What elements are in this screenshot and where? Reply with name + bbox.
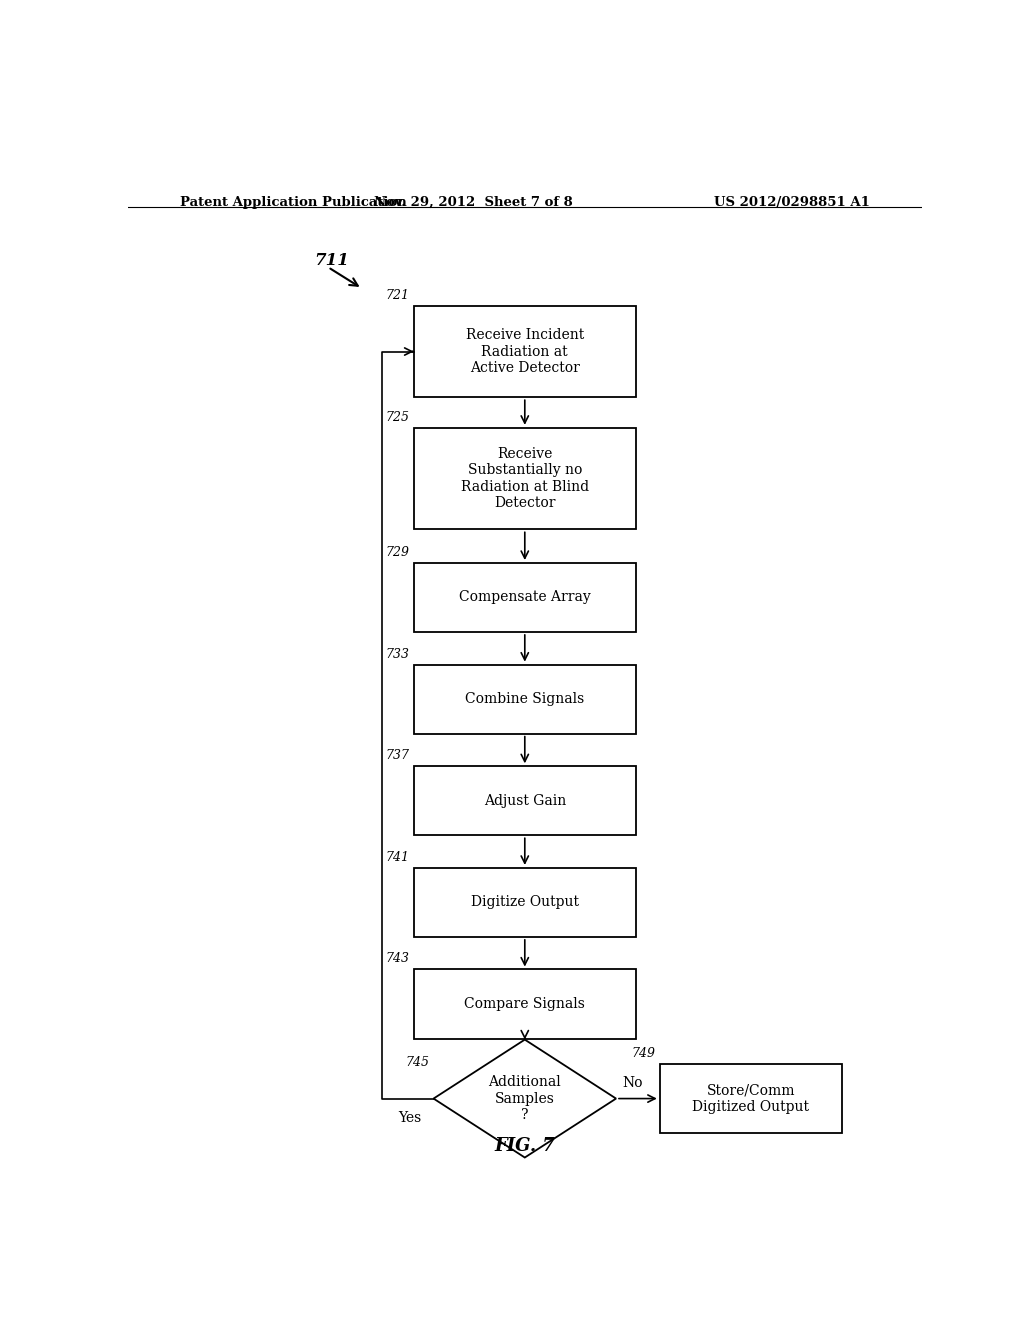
Text: Receive
Substantially no
Radiation at Blind
Detector: Receive Substantially no Radiation at Bl… — [461, 447, 589, 510]
Text: US 2012/0298851 A1: US 2012/0298851 A1 — [714, 195, 870, 209]
Bar — [414, 867, 636, 937]
Bar — [414, 969, 636, 1039]
Text: 721: 721 — [386, 289, 410, 302]
Text: 737: 737 — [386, 750, 410, 762]
Text: Adjust Gain: Adjust Gain — [483, 793, 566, 808]
Text: 729: 729 — [386, 546, 410, 558]
Text: Store/Comm
Digitized Output: Store/Comm Digitized Output — [692, 1084, 810, 1114]
Text: Compare Signals: Compare Signals — [464, 997, 586, 1011]
Text: 711: 711 — [314, 252, 349, 268]
Text: 745: 745 — [406, 1056, 430, 1069]
Text: Compensate Array: Compensate Array — [459, 590, 591, 605]
Text: No: No — [623, 1076, 643, 1090]
Text: Digitize Output: Digitize Output — [471, 895, 579, 909]
Bar — [414, 766, 636, 836]
Bar — [414, 562, 636, 632]
Bar — [414, 306, 636, 397]
Text: 749: 749 — [632, 1047, 655, 1060]
Text: 733: 733 — [386, 648, 410, 660]
Text: Patent Application Publication: Patent Application Publication — [179, 195, 407, 209]
Text: 741: 741 — [386, 851, 410, 863]
Text: FIG. 7: FIG. 7 — [495, 1138, 555, 1155]
Polygon shape — [433, 1040, 616, 1158]
Text: Nov. 29, 2012  Sheet 7 of 8: Nov. 29, 2012 Sheet 7 of 8 — [374, 195, 572, 209]
Text: Combine Signals: Combine Signals — [465, 692, 585, 706]
Bar — [659, 1064, 843, 1133]
Bar — [414, 428, 636, 529]
Text: 743: 743 — [386, 953, 410, 965]
Bar — [414, 664, 636, 734]
Text: Yes: Yes — [398, 1110, 422, 1125]
Text: 725: 725 — [386, 411, 410, 424]
Text: Receive Incident
Radiation at
Active Detector: Receive Incident Radiation at Active Det… — [466, 329, 584, 375]
Text: Additional
Samples
?: Additional Samples ? — [488, 1076, 561, 1122]
